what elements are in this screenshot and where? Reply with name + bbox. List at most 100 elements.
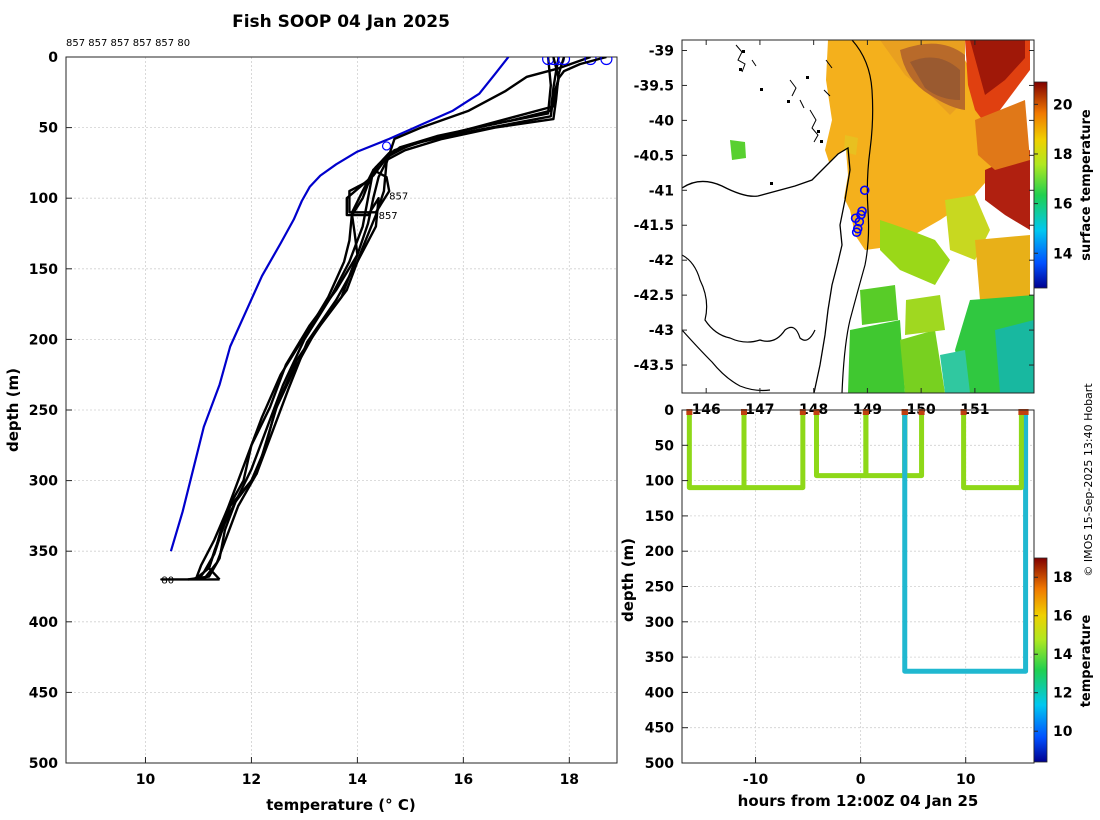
section-y-tick-label: 300 xyxy=(645,615,674,631)
sst-cb-tick-label: 16 xyxy=(1053,197,1072,213)
map-y-tick-label: -43 xyxy=(649,323,674,339)
section-y-tick-label: 250 xyxy=(645,580,674,596)
map-y-tick-label: -41.5 xyxy=(634,218,674,234)
section-y-tick-label: 0 xyxy=(664,403,674,419)
section-panel: -10 0 10 0 50 100 150 200 250 300 350 400 450 500 ho… xyxy=(619,403,1094,810)
x-tick-label: 12 xyxy=(242,772,261,788)
vessel-track xyxy=(850,185,870,238)
cast-bottom xyxy=(686,410,747,491)
section-y-tick-label: 150 xyxy=(645,509,674,525)
series-profile-6 xyxy=(160,57,566,581)
top-annotation: 857 857 857 857 857 80 xyxy=(66,38,190,49)
section-y-tick-label: 500 xyxy=(645,756,674,772)
series-profile-4 xyxy=(194,57,552,580)
track-point xyxy=(850,213,861,224)
cast-top-a xyxy=(686,409,693,415)
chart-title: Fish SOOP 04 Jan 2025 xyxy=(232,12,450,32)
profile-panel: Fish SOOP 04 Jan 2025 857 857 857 857 85… xyxy=(4,12,618,814)
section-y-tick-label: 350 xyxy=(645,650,674,666)
map-panel: 146147148149150151 -39-39.5-40-40.5-41-4… xyxy=(634,39,1094,418)
surface-marker xyxy=(557,57,571,66)
y-tick-label: 200 xyxy=(29,332,58,348)
x-axis-label: temperature (° C) xyxy=(266,796,416,814)
temp-cb-tick-label: 14 xyxy=(1053,647,1073,663)
temp-cb-tick-label: 16 xyxy=(1053,609,1072,625)
profile-x-ticks: 10 12 14 16 18 xyxy=(136,757,579,788)
section-x-ticks: -10 0 10 xyxy=(743,757,976,788)
sst-cb-tick-label: 18 xyxy=(1053,147,1072,163)
cast-top-a xyxy=(960,409,967,415)
section-y-tick-label: 50 xyxy=(655,438,675,454)
temperature-colorbar xyxy=(1033,557,1048,763)
section-y-axis-label: depth (m) xyxy=(619,538,637,622)
cast-top-b xyxy=(918,409,925,415)
section-casts xyxy=(686,409,1029,674)
y-tick-label: 300 xyxy=(29,474,58,490)
sst-colorbar xyxy=(1033,81,1048,289)
map-y-tick-label: -42 xyxy=(649,253,674,269)
y-tick-label: 500 xyxy=(29,756,58,772)
point-annotation: 80 xyxy=(161,575,174,586)
map-y-tick-label: -39.5 xyxy=(634,78,674,94)
y-tick-label: 350 xyxy=(29,544,58,560)
y-tick-label: 0 xyxy=(48,50,58,66)
section-x-tick-label: 10 xyxy=(956,772,976,788)
section-y-tick-label: 400 xyxy=(645,685,674,701)
profile-y-ticks: 0 50 100 150 200 250 300 350 400 450 500 xyxy=(29,50,72,772)
sst-colorbar-ticks: 14 16 18 20 xyxy=(1034,97,1073,262)
track-point xyxy=(859,185,870,196)
temp-cb-tick-label: 10 xyxy=(1053,724,1073,740)
x-tick-label: 10 xyxy=(136,772,156,788)
x-tick-label: 14 xyxy=(348,772,368,788)
section-x-tick-label: 0 xyxy=(856,772,866,788)
sst-cb-tick-label: 20 xyxy=(1053,97,1073,113)
profile-annotations: 857 857 80 xyxy=(161,191,408,586)
series-profile-5 xyxy=(187,57,560,581)
map-y-tick-label: -40 xyxy=(649,113,675,129)
y-tick-label: 150 xyxy=(29,262,58,278)
temp-cb-tick-label: 12 xyxy=(1053,686,1072,702)
map-y-tick-label: -43.5 xyxy=(634,358,674,374)
section-x-axis-label: hours from 12:00Z 04 Jan 25 xyxy=(738,792,979,810)
map-y-tick-label: -39 xyxy=(649,43,674,59)
temp-cb-tick-label: 18 xyxy=(1053,570,1072,586)
cast-top-b xyxy=(1022,409,1029,415)
sst-cb-tick-label: 14 xyxy=(1053,246,1073,262)
series-profile-1 xyxy=(192,57,591,581)
sst-colorbar-label: surface temperature xyxy=(1079,109,1094,261)
surface-marker xyxy=(600,57,613,66)
y-axis-label: depth (m) xyxy=(4,368,22,452)
credit-text: © IMOS 15-Sep-2025 13:40 Hobart xyxy=(1082,383,1095,577)
map-y-tick-label: -41 xyxy=(649,183,674,199)
cast-top-b xyxy=(1018,409,1025,415)
cast-top-a xyxy=(862,409,869,415)
cast-top-b xyxy=(799,409,806,415)
sst-field xyxy=(682,40,1034,393)
temperature-colorbar-ticks: 10 12 14 16 18 xyxy=(1034,570,1073,740)
point-annotation: 857 xyxy=(379,211,398,222)
x-tick-label: 16 xyxy=(454,772,473,788)
map-y-tick-label: -42.5 xyxy=(634,288,674,304)
x-tick-label: 18 xyxy=(560,772,579,788)
series-climatology xyxy=(169,57,510,552)
cast-bottom xyxy=(961,410,1024,491)
mld-marker xyxy=(381,141,392,151)
profile-series xyxy=(160,57,613,581)
series-profile-3 xyxy=(207,57,560,581)
section-y-ticks: 0 50 100 150 200 250 300 350 400 450 500 xyxy=(645,403,688,772)
y-tick-label: 100 xyxy=(29,191,58,207)
map-y-ticks: -39 -39.5 -40 -40.5 -41 -41.5 -42 -42.5 -43 -43.5 xyxy=(634,43,1034,374)
section-y-tick-label: 200 xyxy=(645,544,674,560)
y-tick-label: 50 xyxy=(39,121,59,137)
y-tick-label: 400 xyxy=(29,615,58,631)
section-grid xyxy=(682,409,1034,764)
y-tick-label: 250 xyxy=(29,403,58,419)
section-y-tick-label: 450 xyxy=(645,721,674,737)
section-x-tick-label: -10 xyxy=(743,772,769,788)
profile-grid xyxy=(66,56,617,764)
cast-top-a xyxy=(740,409,747,415)
cast-bottom xyxy=(863,410,908,479)
point-annotation: 857 xyxy=(389,191,408,202)
track-point xyxy=(851,227,862,238)
